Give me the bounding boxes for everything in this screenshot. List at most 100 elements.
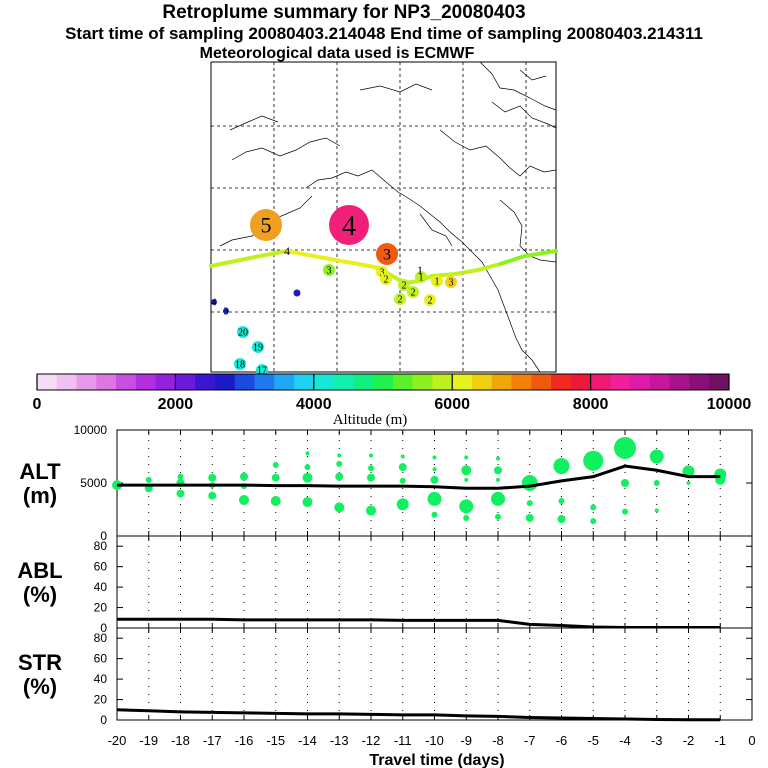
altitude-cluster-point	[305, 451, 310, 456]
altitude-cluster-point	[334, 502, 345, 513]
map-marker: 3	[223, 307, 229, 318]
colorbar-swatch	[570, 374, 592, 390]
marker-label: 2	[402, 281, 407, 292]
marker-dot	[223, 308, 229, 314]
sampling-times: Start time of sampling 20080403.214048 E…	[65, 24, 703, 43]
altitude-cluster-point	[302, 497, 313, 508]
map-marker: 1	[415, 271, 427, 284]
colorbar-swatch	[234, 374, 255, 390]
y-tick-label: 0	[100, 529, 107, 543]
marker-label: 1	[435, 277, 440, 288]
map-marker: 2	[394, 293, 406, 306]
panel-abl: ABL(%) 0 20 40 60 80	[17, 535, 753, 635]
altitude-cluster-point	[427, 491, 442, 506]
altitude-colorbar: 0 2000 4000 6000 8000 10000 Altitude (m)	[33, 373, 751, 428]
colorbar-swatch	[195, 374, 216, 390]
colorbar-swatch	[116, 374, 137, 390]
x-tick-label: -12	[362, 733, 381, 748]
altitude-cluster-point	[496, 456, 500, 461]
colorbar-swatch	[274, 374, 295, 390]
altitude-cluster-point	[682, 465, 695, 478]
map-marker: 2	[398, 279, 410, 292]
altitude-cluster-point	[431, 511, 438, 518]
altitude-cluster-point	[396, 498, 409, 511]
marker-dot	[394, 293, 406, 305]
marker-label: 1	[419, 273, 424, 284]
map-marker: 3	[376, 243, 398, 265]
x-axis-label: Travel time (days)	[369, 752, 504, 768]
map-marker: 4	[211, 298, 217, 309]
marker-dot	[256, 364, 268, 376]
y-tick-label: 60	[94, 560, 108, 574]
x-tick-label: -1	[714, 733, 726, 748]
altitude-cluster-point	[491, 491, 505, 506]
marker-label: 4	[284, 244, 290, 258]
map-grid	[211, 62, 556, 372]
marker-dot	[323, 264, 335, 276]
altitude-cluster-point	[272, 461, 279, 468]
map-marker: 17	[256, 364, 268, 377]
altitude-cluster-point	[369, 453, 373, 458]
map-marker: 18	[234, 358, 246, 371]
colorbar-swatch	[155, 374, 176, 390]
colorbar-swatch	[412, 374, 433, 390]
colorbar-swatch	[669, 374, 690, 390]
colorbar-swatch	[649, 374, 671, 390]
altitude-cluster-point	[398, 463, 407, 472]
marker-dot	[250, 209, 282, 241]
colorbar-tick-label: 8000	[573, 396, 609, 413]
marker-dot	[380, 273, 392, 285]
colorbar-swatch	[313, 374, 335, 390]
panel-alt: ALT(m) 0 5000 10000	[19, 423, 753, 543]
y-tick-label: 10000	[74, 423, 108, 437]
altitude-cluster-point	[270, 496, 281, 507]
ylabel-line2: (m)	[23, 483, 57, 508]
map-marker: 1	[431, 275, 443, 288]
colorbar-swatch	[551, 374, 572, 390]
ylabel-line1: STR	[18, 650, 62, 675]
altitude-cluster-point	[208, 491, 217, 500]
altitude-cluster-point	[583, 450, 604, 471]
altitude-cluster-point	[496, 477, 500, 482]
y-tick-label: 5000	[80, 476, 107, 490]
map-marker: 2	[380, 273, 392, 286]
colorbar-swatch	[491, 374, 513, 390]
altitude-cluster-point	[495, 513, 501, 520]
altitude-cluster-point	[649, 449, 664, 464]
marker-label: 4	[212, 298, 217, 309]
marker-label: 18	[235, 360, 245, 371]
altitude-cluster-point	[521, 475, 538, 491]
colorbar-swatch	[511, 374, 532, 390]
x-tick-label: -13	[330, 733, 349, 748]
marker-label: 3	[383, 247, 391, 264]
altitude-cluster-point	[461, 465, 472, 476]
altitude-cluster-point	[432, 455, 437, 460]
colorbar-label: Altitude (m)	[333, 412, 408, 428]
panel-ylabel: STR(%)	[18, 650, 62, 699]
marker-dot	[431, 275, 443, 287]
altitude-cluster-point	[304, 464, 311, 471]
x-tick-label: -16	[235, 733, 254, 748]
altitude-cluster-point	[614, 437, 636, 460]
marker-dot	[234, 358, 246, 370]
y-tick-label: 0	[100, 713, 107, 727]
y-tick-label: 40	[94, 672, 108, 686]
colorbar-swatch	[590, 374, 611, 390]
colorbar-swatch	[373, 374, 394, 390]
y-tick-label: 40	[94, 580, 108, 594]
panel-ylabel: ALT(m)	[19, 459, 61, 508]
colorbar-tick-label: 4000	[296, 396, 332, 413]
panel-str: STR(%) 0 20 40 60 80	[18, 627, 753, 727]
altitude-cluster-point	[337, 453, 342, 458]
colorbar-swatch	[353, 374, 374, 390]
altitude-cluster-point	[400, 454, 405, 459]
colorbar-swatch	[531, 374, 552, 390]
altitude-cluster-point	[590, 518, 597, 525]
altitude-cluster-point	[654, 508, 659, 513]
altitude-cluster-point	[336, 460, 343, 467]
altitude-cluster-point	[240, 472, 248, 481]
marker-dot	[237, 326, 249, 338]
marker-label: 5	[261, 213, 272, 238]
